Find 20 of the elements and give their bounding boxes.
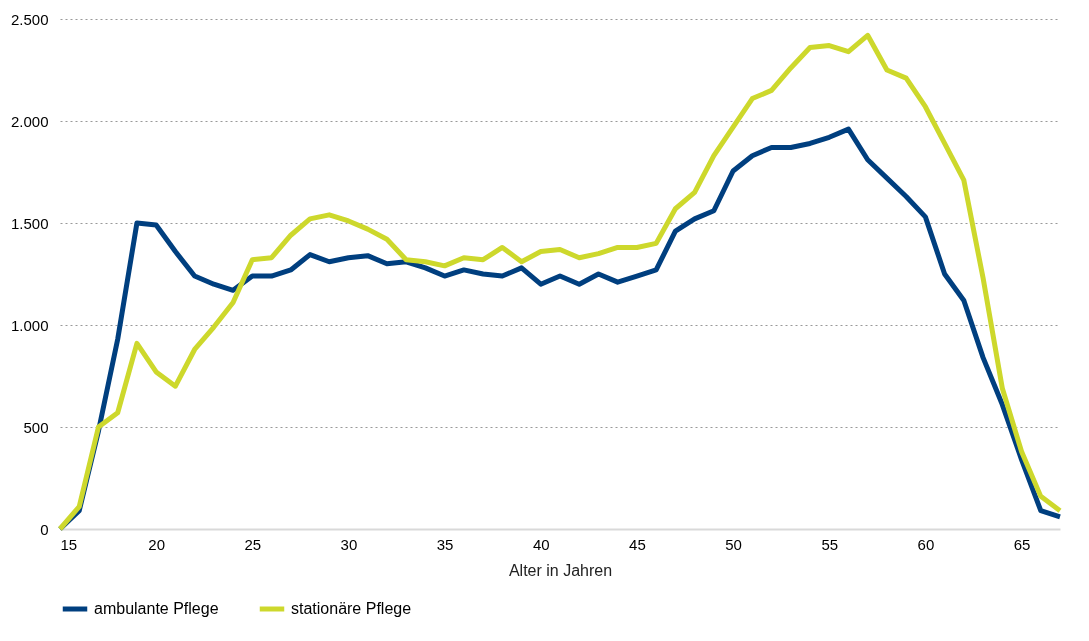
- y-tick-label: 2.000: [10, 112, 49, 130]
- y-tick-label: 500: [23, 418, 49, 436]
- x-tick-label: 45: [629, 535, 646, 553]
- x-tick-label: 55: [821, 535, 839, 553]
- y-tick-label: 1.000: [10, 316, 49, 334]
- x-tick-label: 50: [725, 535, 742, 553]
- x-axis-title: Alter in Jahren: [508, 561, 613, 579]
- x-tick-label: 65: [1013, 535, 1031, 553]
- x-tick-label: 20: [148, 535, 165, 553]
- x-tick-label: 40: [532, 535, 550, 553]
- x-tick-label: 30: [340, 535, 358, 553]
- y-tick-label: 0: [40, 520, 49, 538]
- x-tick-label: 15: [60, 535, 78, 553]
- x-tick-label: 25: [244, 535, 262, 553]
- x-tick-label: 35: [436, 535, 454, 553]
- legend-label: ambulante Pflege: [94, 600, 219, 617]
- x-tick-label: 60: [917, 535, 935, 553]
- legend-label: stationäre Pflege: [291, 600, 412, 617]
- y-tick-label: 2.500: [10, 10, 49, 28]
- y-tick-label: 1.500: [10, 214, 49, 232]
